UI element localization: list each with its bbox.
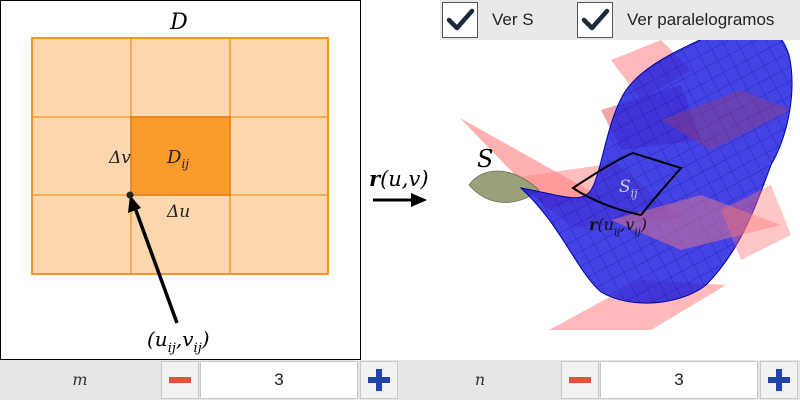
checkbox-show-parallelograms[interactable]: Ver paralelogramos [575, 0, 800, 40]
sample-point-label: (uij,vij) [147, 327, 210, 356]
delta-v-label: Δv [108, 148, 131, 168]
domain-panel: D Dij Δv Δu (uij,vij) [0, 0, 361, 360]
surface-panel: r(u,v) Sij r(uij,vij) S Ver S [361, 0, 800, 360]
surface-label: S [477, 145, 493, 173]
checkbox-show-surface[interactable]: Ver S [440, 0, 575, 40]
plus-icon [768, 369, 790, 391]
checkbox-box[interactable] [442, 2, 478, 38]
surface-graphic: r(u,v) Sij r(uij,vij) S [361, 0, 800, 360]
n-decrement-button[interactable] [561, 361, 599, 399]
domain-title: D [169, 10, 188, 35]
surface-mesh [521, 22, 792, 303]
check-icon [580, 5, 610, 35]
n-value-field[interactable]: 3 [600, 361, 758, 399]
checkbox-label: Ver paralelogramos [627, 10, 774, 30]
check-icon [445, 5, 475, 35]
n-label: n [400, 360, 560, 400]
mapping-arrowhead [411, 193, 427, 207]
controls-bar: m 3 n 3 [0, 360, 800, 400]
sample-point[interactable] [127, 192, 134, 199]
delta-u-label: Δu [166, 202, 190, 222]
m-increment-button[interactable] [360, 361, 398, 399]
domain-graphic: D Dij Δv Δu (uij,vij) [1, 1, 362, 361]
mapping-label: r(u,v) [369, 166, 429, 191]
minus-icon [569, 369, 591, 391]
plus-icon [368, 369, 390, 391]
minus-icon [169, 369, 191, 391]
m-decrement-button[interactable] [161, 361, 199, 399]
checkbox-box[interactable] [577, 2, 613, 38]
checkbox-label: Ver S [492, 10, 534, 30]
m-value-field[interactable]: 3 [200, 361, 358, 399]
m-label: m [0, 360, 160, 400]
n-increment-button[interactable] [760, 361, 798, 399]
